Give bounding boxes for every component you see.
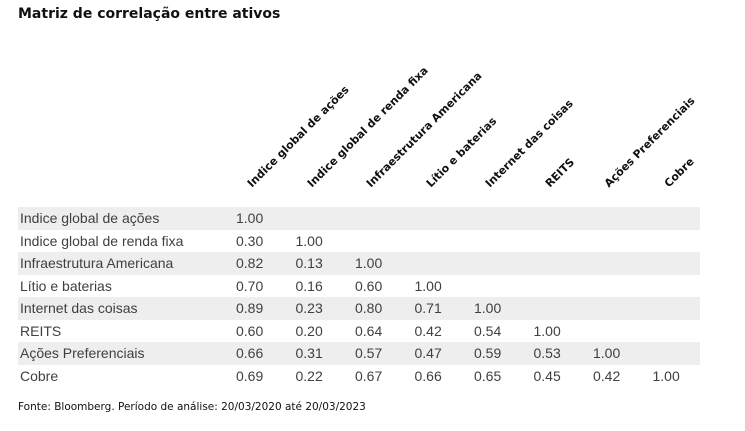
correlation-cell xyxy=(402,207,462,230)
row-label: REITS xyxy=(20,322,62,339)
correlation-cell xyxy=(522,230,582,253)
correlation-cell xyxy=(343,230,403,253)
correlation-cell: 0.31 xyxy=(283,342,343,365)
correlation-cell xyxy=(283,207,343,230)
correlation-cell: 1.00 xyxy=(343,252,403,275)
row-label: Internet das coisas xyxy=(18,297,224,320)
table-row: Lítio e baterias 0.70 0.16 0.60 1.00 xyxy=(18,275,700,298)
correlation-cell xyxy=(640,252,700,275)
column-header: Infraestrutura Americana xyxy=(363,69,485,190)
correlation-cell: 0.64 xyxy=(355,322,383,339)
correlation-cell xyxy=(581,207,641,230)
table-row: REITS 0.60 0.20 0.64 0.42 0.54 1.00 xyxy=(18,320,700,343)
correlation-table: Indice global de ações 1.00 Indice global … xyxy=(18,207,700,387)
correlation-cell xyxy=(641,230,701,253)
correlation-cell: 0.45 xyxy=(533,367,561,384)
correlation-cell xyxy=(641,320,701,343)
row-label: Infraestrutura Americana xyxy=(18,252,224,275)
column-header: Indice global de ações xyxy=(244,83,352,190)
correlation-cell: 0.82 xyxy=(224,252,284,275)
correlation-cell: 0.60 xyxy=(236,322,264,339)
correlation-cell xyxy=(462,252,522,275)
correlation-cell xyxy=(641,275,701,298)
correlation-cell: 0.71 xyxy=(402,297,462,320)
row-label: Lítio e baterias xyxy=(20,277,112,294)
correlation-cell xyxy=(522,275,582,298)
correlation-cell xyxy=(581,252,641,275)
row-label: Cobre xyxy=(20,367,59,384)
correlation-cell: 0.42 xyxy=(593,367,621,384)
row-label: Indice global de renda fixa xyxy=(20,232,184,249)
correlation-cell: 0.42 xyxy=(414,322,442,339)
correlation-cell xyxy=(640,297,700,320)
correlation-cell: 0.59 xyxy=(462,342,522,365)
correlation-cell: 0.89 xyxy=(224,297,284,320)
correlation-cell xyxy=(521,252,581,275)
table-row: Indice global de ações 1.00 xyxy=(18,207,700,230)
correlation-cell xyxy=(521,207,581,230)
correlation-cell: 1.00 xyxy=(581,342,641,365)
correlation-cell: 0.20 xyxy=(295,322,323,339)
correlation-cell: 0.16 xyxy=(295,277,323,294)
correlation-cell: 0.60 xyxy=(355,277,383,294)
table-row: Infraestrutura Americana 0.82 0.13 1.00 xyxy=(18,252,700,275)
correlation-cell xyxy=(640,207,700,230)
correlation-cell: 0.47 xyxy=(402,342,462,365)
correlation-cell xyxy=(402,252,462,275)
correlation-cell xyxy=(581,297,641,320)
correlation-cell: 0.66 xyxy=(414,367,442,384)
correlation-cell: 0.69 xyxy=(236,367,264,384)
correlation-cell: 0.65 xyxy=(474,367,502,384)
table-row: Cobre 0.69 0.22 0.67 0.66 0.65 0.45 0.42 1.00 xyxy=(18,365,700,388)
correlation-cell xyxy=(403,230,463,253)
correlation-cell xyxy=(640,342,700,365)
correlation-cell: 0.54 xyxy=(474,322,502,339)
row-label: Indice global de ações xyxy=(18,207,224,230)
correlation-cell xyxy=(462,275,522,298)
chart-title: Matriz de correlação entre ativos xyxy=(18,6,281,22)
table-row: Ações Preferenciais 0.66 0.31 0.57 0.47 0.59 0… xyxy=(18,342,700,365)
correlation-cell xyxy=(581,230,641,253)
correlation-cell: 0.30 xyxy=(236,232,264,249)
correlation-cell: 1.00 xyxy=(414,277,442,294)
table-row: Indice global de renda fixa 0.30 1.00 xyxy=(18,230,700,253)
correlation-cell: 0.57 xyxy=(343,342,403,365)
correlation-cell: 0.66 xyxy=(224,342,284,365)
correlation-cell: 1.00 xyxy=(533,322,561,339)
column-header: Indice global de renda fixa xyxy=(304,64,431,190)
correlation-cell: 0.22 xyxy=(295,367,323,384)
correlation-cell: 1.00 xyxy=(295,232,323,249)
correlation-cell xyxy=(521,297,581,320)
correlation-cell: 0.13 xyxy=(283,252,343,275)
correlation-cell: 1.00 xyxy=(652,367,680,384)
column-header: Cobre xyxy=(661,155,697,190)
table-row: Internet das coisas 0.89 0.23 0.80 0.71 1.00 xyxy=(18,297,700,320)
row-label: Ações Preferenciais xyxy=(18,342,224,365)
correlation-cell xyxy=(581,275,641,298)
source-note: Fonte: Bloomberg. Período de análise: 20… xyxy=(18,401,366,413)
correlation-cell xyxy=(343,207,403,230)
column-header: REITS xyxy=(542,155,577,190)
correlation-cell: 0.53 xyxy=(521,342,581,365)
correlation-cell: 0.23 xyxy=(283,297,343,320)
correlation-cell xyxy=(462,207,522,230)
correlation-cell: 0.80 xyxy=(343,297,403,320)
correlation-cell xyxy=(581,320,641,343)
correlation-cell: 1.00 xyxy=(224,207,284,230)
correlation-cell: 0.67 xyxy=(355,367,383,384)
correlation-cell: 1.00 xyxy=(462,297,522,320)
correlation-cell: 0.70 xyxy=(236,277,264,294)
correlation-cell xyxy=(462,230,522,253)
